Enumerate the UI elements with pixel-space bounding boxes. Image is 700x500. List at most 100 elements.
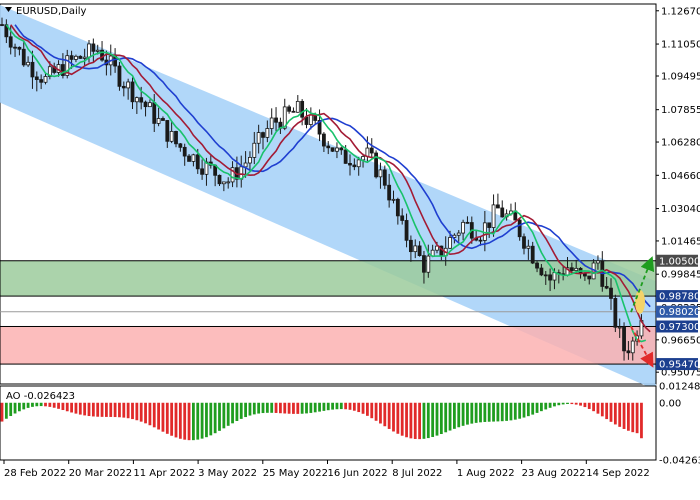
ao-bar	[635, 402, 639, 434]
price-axis: 1.12670 1.11050 1.09495 1.07855 1.06280 1.046…	[655, 4, 700, 384]
ao-bar	[640, 402, 643, 439]
ao-bar	[374, 402, 378, 421]
candle-body	[217, 174, 222, 185]
candle-body	[404, 220, 409, 241]
candle-body	[330, 147, 335, 152]
price-tag	[656, 305, 698, 318]
ao-bar	[535, 402, 539, 413]
candle-body	[152, 102, 157, 124]
candle-body	[74, 55, 78, 60]
ao-bar	[109, 402, 113, 417]
ao-bar	[309, 402, 313, 413]
ao-bar	[435, 402, 439, 436]
ao-bar	[118, 402, 121, 418]
ao-bar	[379, 402, 382, 424]
candle-body	[117, 65, 122, 87]
candle-body	[456, 232, 461, 236]
ao-bar	[283, 402, 287, 414]
ao-bar	[561, 402, 565, 405]
candle-body	[622, 326, 626, 352]
candle-body	[121, 85, 126, 89]
ao-bar	[540, 402, 543, 412]
candle-body	[378, 169, 383, 178]
ao-bar	[313, 402, 317, 413]
ao-bar	[631, 402, 635, 433]
ao-bar	[361, 402, 365, 414]
candle-body	[448, 237, 452, 249]
price-tick-label: 0.95075	[661, 368, 700, 379]
ao-bar	[453, 402, 456, 429]
ao-bar	[300, 402, 304, 414]
ao-bar	[148, 402, 152, 426]
candle-body	[256, 132, 261, 144]
ao-bar	[548, 402, 552, 408]
ao-bar	[509, 402, 513, 421]
price-tick-label: 1.03040	[661, 204, 700, 215]
candle-body	[182, 146, 187, 157]
ao-bar	[87, 402, 91, 417]
ao-bar	[479, 402, 482, 423]
candle-body	[317, 120, 322, 135]
ao-bar	[344, 402, 348, 410]
candle-body	[374, 152, 379, 178]
candle-body	[126, 81, 131, 89]
candle-body	[435, 245, 439, 251]
candle-body	[195, 154, 200, 170]
zones	[0, 260, 657, 365]
candle-body	[78, 55, 83, 59]
date-label: 16 Jun 2022	[328, 468, 388, 479]
date-label: 28 Feb 2022	[4, 468, 66, 479]
price-tag-label: 0.98780	[659, 292, 700, 303]
ao-bar	[318, 402, 321, 412]
candle-body	[30, 61, 35, 78]
ao-bar	[370, 402, 374, 419]
ao-bar	[48, 402, 52, 407]
support-zone	[0, 325, 657, 365]
ao-bar	[22, 402, 26, 410]
ao-bar	[466, 402, 469, 425]
candle-body	[543, 274, 548, 277]
ao-bar	[235, 402, 239, 421]
ao-bar	[526, 402, 530, 417]
candle-body	[422, 255, 426, 273]
ao-bar	[4, 402, 8, 419]
candles	[0, 17, 644, 361]
dropdown-triangle-icon[interactable]	[5, 7, 12, 12]
candle-body	[491, 204, 496, 228]
ao-bar	[239, 402, 243, 419]
symbol-label: EURUSD,Daily	[16, 6, 87, 17]
ao-bar	[183, 402, 187, 440]
candle-body	[617, 326, 622, 329]
ao-bar	[83, 402, 87, 416]
ao-bar	[13, 402, 17, 414]
candle-body	[395, 198, 400, 217]
ao-bar	[35, 402, 39, 407]
price-tag	[656, 254, 698, 267]
candle-body	[143, 101, 148, 108]
ao-bar	[205, 402, 208, 438]
ao-bar	[609, 402, 613, 422]
candle-body	[630, 340, 635, 354]
candle-body	[269, 117, 274, 129]
ao-bar	[122, 402, 126, 418]
ao-bar	[422, 402, 426, 439]
ao-bar	[44, 402, 47, 407]
candle-body	[400, 215, 405, 221]
ao-bar	[331, 402, 334, 410]
price-tick-label: 1.12670	[661, 6, 700, 17]
candle-body	[0, 24, 4, 26]
red-moving-average	[10, 24, 651, 333]
ao-bar	[322, 402, 326, 411]
ao-bar	[144, 402, 147, 424]
ao-bar	[570, 402, 574, 405]
price-tick-label: 1.04660	[661, 171, 700, 182]
candle-body	[522, 236, 526, 249]
ao-bar	[622, 402, 626, 429]
ao-bar	[579, 402, 582, 406]
ao-bar	[335, 402, 339, 410]
candle-body	[478, 239, 483, 242]
ao-label: AO -0.026423	[6, 391, 75, 402]
ao-bar	[248, 402, 252, 416]
price-tag	[656, 290, 698, 303]
candle-body	[243, 162, 248, 168]
